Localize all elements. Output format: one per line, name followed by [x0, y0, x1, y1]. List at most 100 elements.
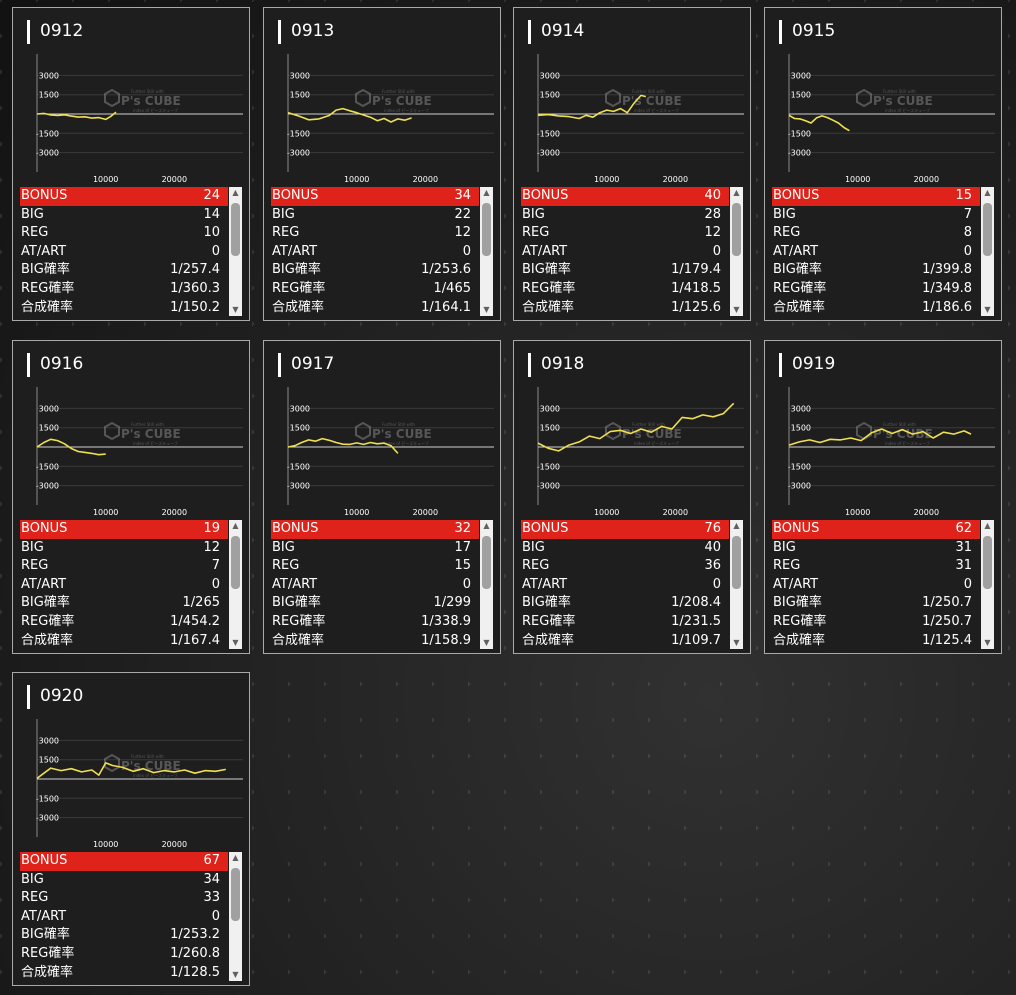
slump-graph: 3000 1500 -1500 -3000 10000 20000 P's CUBEFurt…: [36, 54, 243, 182]
slump-graph: 3000 1500 -1500 -3000 10000 20000 P's CUBEFurt…: [36, 719, 243, 847]
scroll-down-arrow-icon[interactable]: ▼: [232, 970, 239, 979]
x-tick-label: 10000: [344, 508, 369, 515]
scroll-up-arrow-icon[interactable]: ▲: [232, 521, 239, 530]
y-tick-label: 3000: [540, 71, 560, 80]
scroll-up-arrow-icon[interactable]: ▲: [483, 521, 490, 530]
stat-row-total-prob: 合成確率 1/125.6: [521, 299, 729, 316]
y-tick-label: -1500: [36, 462, 59, 471]
stats-list[interactable]: BONUS 67 BIG 34 REG 33 AT/ART 0 BIG確率 1/253.2 REG確…: [20, 852, 242, 981]
scroll-thumb[interactable]: [732, 203, 741, 256]
stat-row-reg: REG 12: [271, 224, 479, 243]
stats-scrollbar[interactable]: ▲ ▼: [480, 520, 493, 649]
stats-scrollbar[interactable]: ▲ ▼: [981, 187, 994, 316]
stat-row-reg: REG 7: [20, 557, 228, 576]
scroll-thumb[interactable]: [231, 203, 240, 256]
scroll-thumb[interactable]: [983, 203, 992, 256]
stat-value: 19: [203, 521, 220, 536]
stat-row-at: AT/ART 0: [20, 576, 228, 595]
scroll-down-arrow-icon[interactable]: ▼: [483, 305, 490, 314]
scroll-up-arrow-icon[interactable]: ▲: [984, 188, 991, 197]
machine-number: 0915: [779, 20, 835, 44]
scroll-down-arrow-icon[interactable]: ▼: [232, 305, 239, 314]
stats-list[interactable]: BONUS 32 BIG 17 REG 15 AT/ART 0 BIG確率 1/299 REG確率 1…: [271, 520, 493, 649]
stat-value: 40: [704, 188, 721, 203]
scroll-up-arrow-icon[interactable]: ▲: [733, 521, 740, 530]
machine-card: 0915 3000 1500 -1500 -3000 10000 20000 P's CUBE…: [764, 7, 1002, 321]
stat-label: BIG: [21, 206, 44, 222]
stats-list[interactable]: BONUS 24 BIG 14 REG 10 AT/ART 0 BIG確率 1/257.4 REG確…: [20, 187, 242, 316]
stat-label: 合成確率: [773, 299, 826, 315]
stat-row-bonus: BONUS 76: [521, 520, 729, 539]
machine-card: 0914 3000 1500 -1500 -3000 10000 20000 P's CUBE…: [513, 7, 751, 321]
stats-scrollbar[interactable]: ▲ ▼: [981, 520, 994, 649]
stat-label: BIG: [272, 206, 295, 222]
scroll-down-arrow-icon[interactable]: ▼: [232, 638, 239, 647]
payout-series-line: [788, 114, 850, 132]
y-tick-label: -1500: [287, 462, 310, 471]
stat-label: REG: [522, 225, 550, 241]
scroll-thumb[interactable]: [482, 203, 491, 256]
stats-list[interactable]: BONUS 34 BIG 22 REG 12 AT/ART 0 BIG確率 1/253.6 REG確…: [271, 187, 493, 316]
stat-label: 合成確率: [773, 632, 826, 648]
watermark-logo-text: P's CUBE: [121, 759, 181, 773]
watermark-subline: index of ピーズキューブ: [384, 107, 429, 113]
stat-row-reg: REG 15: [271, 557, 479, 576]
scroll-down-arrow-icon[interactable]: ▼: [984, 638, 991, 647]
y-tick-label: 1500: [540, 424, 560, 433]
stat-label: REG: [272, 225, 300, 241]
stats-scrollbar[interactable]: ▲ ▼: [229, 520, 242, 649]
stats-list[interactable]: BONUS 62 BIG 31 REG 31 AT/ART 0 BIG確率 1/250.7 REG確…: [772, 520, 994, 649]
x-tick-label: 10000: [93, 175, 118, 182]
stat-value: 1/399.8: [922, 262, 972, 278]
slump-graph: 3000 1500 -1500 -3000 10000 20000 P's CUBEFurt…: [788, 387, 995, 515]
stats-list[interactable]: BONUS 76 BIG 40 REG 36 AT/ART 0 BIG確率 1/208.4 REG確…: [521, 520, 743, 649]
scroll-up-arrow-icon[interactable]: ▲: [232, 853, 239, 862]
stats-scrollbar[interactable]: ▲ ▼: [229, 852, 242, 981]
stats-list[interactable]: BONUS 40 BIG 28 REG 12 AT/ART 0 BIG確率 1/179.4 REG確…: [521, 187, 743, 316]
stat-label: BONUS: [21, 521, 68, 536]
stats-scrollbar[interactable]: ▲ ▼: [730, 187, 743, 316]
stat-value: 1/349.8: [922, 280, 972, 296]
scroll-thumb[interactable]: [983, 536, 992, 589]
watermark-subline: index of ピーズキューブ: [133, 772, 178, 778]
stats-list[interactable]: BONUS 19 BIG 12 REG 7 AT/ART 0 BIG確率 1/265 REG確率 1/…: [20, 520, 242, 649]
stat-row-bonus: BONUS 24: [20, 187, 228, 206]
stats-scrollbar[interactable]: ▲ ▼: [229, 187, 242, 316]
x-tick-label: 20000: [663, 175, 688, 182]
scroll-up-arrow-icon[interactable]: ▲: [232, 188, 239, 197]
watermark-logo-text: P's CUBE: [372, 94, 432, 108]
scroll-up-arrow-icon[interactable]: ▲: [733, 188, 740, 197]
stat-label: REG確率: [21, 945, 75, 961]
stat-value: 1/418.5: [671, 280, 721, 296]
stats-scrollbar[interactable]: ▲ ▼: [480, 187, 493, 316]
scroll-down-arrow-icon[interactable]: ▼: [984, 305, 991, 314]
stat-value: 0: [963, 576, 972, 592]
scroll-thumb[interactable]: [482, 536, 491, 589]
y-tick-label: 1500: [39, 756, 59, 765]
y-tick-label: 1500: [290, 91, 310, 100]
scroll-thumb[interactable]: [732, 536, 741, 589]
scroll-up-arrow-icon[interactable]: ▲: [483, 188, 490, 197]
stat-value: 40: [704, 539, 721, 555]
scroll-down-arrow-icon[interactable]: ▼: [483, 638, 490, 647]
stat-label: REG: [21, 558, 49, 574]
stat-row-at: AT/ART 0: [20, 908, 228, 927]
x-tick-label: 20000: [162, 840, 187, 847]
stats-scrollbar[interactable]: ▲ ▼: [730, 520, 743, 649]
scroll-down-arrow-icon[interactable]: ▼: [733, 638, 740, 647]
scroll-thumb[interactable]: [231, 536, 240, 589]
y-tick-label: -3000: [287, 149, 310, 158]
scroll-down-arrow-icon[interactable]: ▼: [733, 305, 740, 314]
stats-list[interactable]: BONUS 15 BIG 7 REG 8 AT/ART 0 BIG確率 1/399.8 REG確率 1…: [772, 187, 994, 316]
stat-value: 67: [203, 853, 220, 868]
watermark-logo-text: P's CUBE: [873, 427, 933, 441]
stat-row-reg-prob: REG確率 1/360.3: [20, 280, 228, 299]
stat-value: 1/164.1: [421, 299, 471, 315]
scroll-up-arrow-icon[interactable]: ▲: [984, 521, 991, 530]
stat-value: 1/257.4: [170, 262, 220, 278]
scroll-thumb[interactable]: [231, 868, 240, 921]
x-tick-label: 10000: [594, 175, 619, 182]
y-tick-label: -1500: [788, 462, 811, 471]
stat-row-reg: REG 31: [772, 557, 980, 576]
y-tick-label: 1500: [540, 91, 560, 100]
